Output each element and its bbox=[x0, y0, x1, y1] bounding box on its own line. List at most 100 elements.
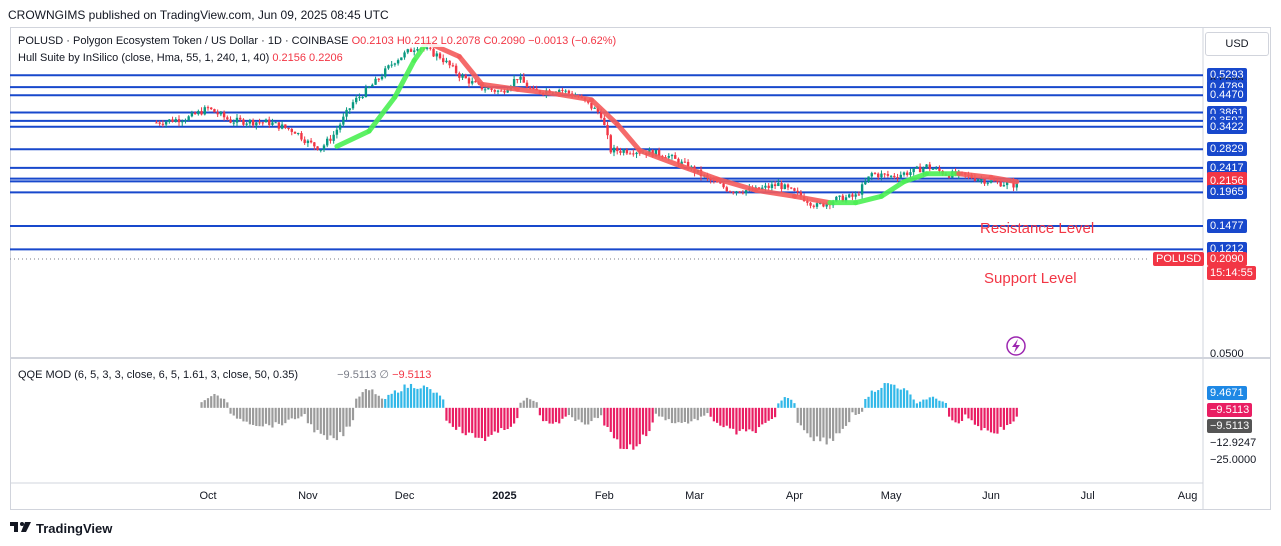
candle-body bbox=[506, 89, 509, 93]
candle-body bbox=[219, 112, 223, 115]
candle-body bbox=[258, 122, 261, 124]
qqe-bar bbox=[587, 407, 590, 425]
candle-body bbox=[171, 119, 174, 122]
candle-body bbox=[461, 75, 464, 78]
candle-body bbox=[529, 87, 532, 89]
qqe-bar bbox=[838, 407, 841, 434]
qqe-bar bbox=[455, 407, 458, 430]
qqe-bar bbox=[435, 392, 438, 408]
candle-body bbox=[735, 191, 738, 193]
candle-body bbox=[686, 161, 690, 170]
candle-body bbox=[909, 172, 912, 176]
candle-body bbox=[326, 138, 329, 146]
qqe-bar bbox=[693, 407, 696, 419]
candle-body bbox=[889, 175, 893, 177]
hull-segment bbox=[853, 193, 884, 206]
qqe-bar bbox=[680, 407, 683, 423]
hull-legend[interactable]: Hull Suite by InSilico (close, Hma, 55, … bbox=[16, 52, 345, 64]
qqe-legend[interactable]: QQE MOD (6, 5, 3, 3, close, 6, 5, 1.61, … bbox=[16, 368, 434, 381]
qqe-bar bbox=[548, 407, 551, 424]
price-axis-label: 0.2829 bbox=[1207, 142, 1247, 157]
qqe-bar bbox=[774, 407, 777, 418]
candle-body bbox=[164, 121, 168, 125]
qqe-bar bbox=[722, 407, 725, 428]
qqe-bar bbox=[593, 407, 596, 418]
candle-body bbox=[464, 75, 467, 79]
candle-body bbox=[725, 187, 728, 192]
qqe-bar bbox=[432, 392, 435, 408]
qqe-bar bbox=[906, 390, 909, 408]
qqe-bar bbox=[719, 407, 722, 426]
candle-body bbox=[322, 145, 326, 150]
qqe-bar bbox=[931, 396, 935, 408]
qqe-bar bbox=[445, 407, 448, 421]
qqe-bar bbox=[351, 407, 355, 421]
currency-selector[interactable]: USD bbox=[1205, 32, 1269, 56]
candle-body bbox=[264, 119, 268, 123]
candle-body bbox=[226, 117, 229, 120]
qqe-bar bbox=[612, 407, 616, 439]
candle-body bbox=[367, 86, 371, 88]
qqe-bar bbox=[645, 407, 648, 437]
candle-body bbox=[280, 124, 284, 129]
candle-body bbox=[738, 191, 741, 193]
qqe-bar bbox=[925, 399, 928, 408]
qqe-bar bbox=[558, 407, 561, 424]
candle-body bbox=[432, 48, 435, 57]
qqe-bar bbox=[458, 407, 461, 427]
qqe-bar bbox=[832, 407, 835, 441]
qqe-bar bbox=[786, 398, 790, 408]
qqe-axis-label: −12.9247 bbox=[1210, 437, 1257, 449]
qqe-bar bbox=[210, 396, 213, 408]
candle-body bbox=[512, 79, 516, 87]
qqe-bar bbox=[464, 407, 467, 436]
price-axis-label: 0.0500 bbox=[1210, 348, 1244, 360]
candle-body bbox=[973, 178, 977, 181]
candle-body bbox=[345, 109, 348, 117]
candle-body bbox=[902, 172, 906, 175]
qqe-bar bbox=[332, 407, 335, 439]
qqe-bar bbox=[983, 407, 986, 428]
qqe-bar bbox=[213, 393, 216, 408]
horizontal-levels bbox=[10, 74, 1203, 251]
qqe-bar bbox=[745, 407, 748, 432]
qqe-bar bbox=[996, 407, 999, 434]
symbol-legend[interactable]: POLUSD · Polygon Ecosystem Token / US Do… bbox=[16, 35, 619, 47]
candle-body bbox=[993, 180, 996, 182]
qqe-bar bbox=[928, 397, 931, 408]
candle-body bbox=[767, 185, 770, 188]
qqe-bar bbox=[419, 388, 422, 408]
candle-body bbox=[210, 107, 213, 110]
qqe-bar bbox=[699, 407, 703, 417]
qqe-bar bbox=[268, 407, 271, 426]
qqe-bar bbox=[387, 394, 390, 408]
qqe-bar bbox=[406, 387, 409, 408]
qqe-bar bbox=[271, 407, 274, 428]
qqe-bar bbox=[471, 407, 474, 434]
qqe-bar bbox=[648, 407, 651, 432]
candle-body bbox=[522, 76, 525, 83]
footer-brand[interactable]: TradingView bbox=[10, 520, 112, 537]
qqe-bar bbox=[674, 407, 677, 424]
qqe-bar bbox=[200, 402, 203, 408]
qqe-bar bbox=[696, 407, 699, 421]
candle-body bbox=[245, 123, 248, 125]
qqe-bar bbox=[371, 389, 374, 408]
qqe-bar bbox=[284, 407, 287, 424]
qqe-bar bbox=[790, 399, 793, 408]
chart-frame[interactable] bbox=[10, 27, 1271, 510]
candle-body bbox=[338, 124, 342, 130]
candle-body bbox=[854, 194, 857, 197]
qqe-bar bbox=[364, 389, 367, 408]
qqe-bar bbox=[500, 407, 503, 429]
hull-segment bbox=[878, 179, 907, 199]
candle-body bbox=[638, 152, 641, 154]
candle-body bbox=[174, 119, 177, 122]
candle-body bbox=[806, 201, 809, 203]
candle-body bbox=[732, 192, 735, 194]
qqe-bar bbox=[725, 407, 728, 426]
hull-values: 0.2156 0.2206 bbox=[272, 52, 343, 64]
candle-body bbox=[293, 131, 297, 134]
lightning-icon[interactable] bbox=[1006, 336, 1026, 356]
